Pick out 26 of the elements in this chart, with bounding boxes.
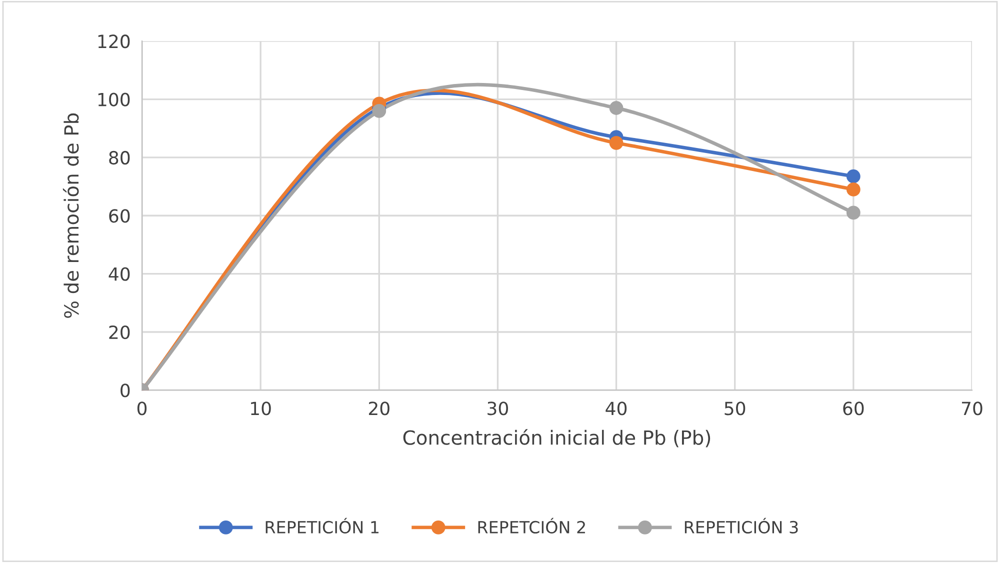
legend-label: REPETICIÓN 1 (266, 518, 378, 534)
y-axis-title: % de remoción de Pb (62, 113, 79, 318)
y-tick-label: 0 (120, 384, 130, 398)
y-tick-label: 60 (109, 209, 130, 223)
x-tick-label: 20 (368, 402, 390, 416)
x-tick-label: 70 (962, 402, 982, 416)
point (609, 136, 624, 150)
y-tick-label: 120 (98, 34, 130, 48)
x-tick-label: 0 (137, 402, 147, 416)
point (846, 206, 860, 220)
x-tick-label: 40 (606, 402, 627, 416)
point (846, 169, 860, 184)
x-tick-label: 10 (251, 402, 271, 416)
y-tick-label: 40 (108, 267, 130, 281)
y-tick-label: 100 (98, 92, 130, 106)
y-tick-label: 80 (109, 150, 130, 165)
x-tick-label: 30 (488, 402, 508, 416)
legend-label: REPETCIÓN 2 (478, 518, 585, 534)
x-tick-label: 60 (843, 402, 864, 416)
point (372, 104, 386, 118)
point (609, 101, 624, 115)
x-axis-title: Concentración inicial de Pb (Pb) (403, 429, 710, 448)
point (846, 182, 860, 196)
legend-label: REPETICIÓN 3 (684, 518, 798, 534)
x-tick-label: 50 (724, 402, 746, 416)
y-tick-label: 20 (109, 325, 130, 340)
